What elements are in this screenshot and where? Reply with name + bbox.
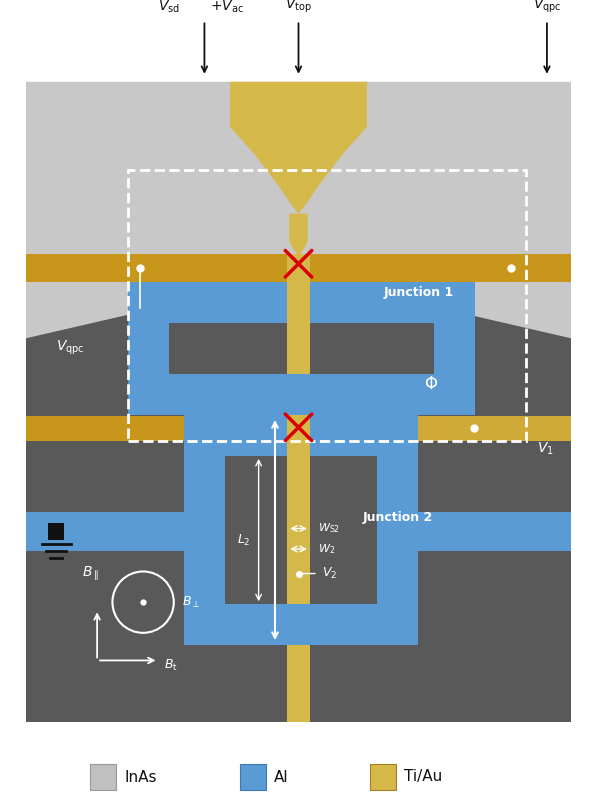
Bar xyxy=(287,456,310,604)
Bar xyxy=(128,170,527,441)
Bar xyxy=(48,523,64,540)
Text: $V_\mathrm{top}$: $V_\mathrm{top}$ xyxy=(285,0,312,15)
Bar xyxy=(370,764,396,790)
Text: $W_\mathrm{S2}$: $W_\mathrm{S2}$ xyxy=(318,522,340,535)
Text: $V_\mathrm{qpc}$: $V_\mathrm{qpc}$ xyxy=(533,0,561,15)
Bar xyxy=(310,415,418,456)
Polygon shape xyxy=(298,82,571,338)
Bar xyxy=(128,282,287,323)
Text: Al: Al xyxy=(274,770,288,785)
Bar xyxy=(418,512,571,551)
Bar xyxy=(287,255,310,722)
Bar xyxy=(225,456,377,604)
Bar xyxy=(26,82,571,722)
Bar xyxy=(128,282,169,415)
Bar xyxy=(26,416,571,441)
Polygon shape xyxy=(26,82,298,338)
Bar xyxy=(418,416,571,441)
Bar xyxy=(26,254,571,282)
Bar xyxy=(287,323,310,374)
Text: $V_1$: $V_1$ xyxy=(537,441,553,457)
Text: Junction 2: Junction 2 xyxy=(363,511,433,524)
Text: $L_2$: $L_2$ xyxy=(237,534,251,548)
Bar xyxy=(169,323,435,374)
Text: Ti/Au: Ti/Au xyxy=(404,770,442,785)
Bar xyxy=(26,512,184,551)
Text: $+ V_\mathrm{ac}$: $+ V_\mathrm{ac}$ xyxy=(210,0,244,15)
Polygon shape xyxy=(230,82,367,214)
Bar xyxy=(287,416,310,441)
Bar xyxy=(240,764,266,790)
Bar xyxy=(184,415,225,645)
Text: $B_\parallel$: $B_\parallel$ xyxy=(82,564,99,582)
Text: Junction 1: Junction 1 xyxy=(383,286,454,299)
Bar xyxy=(184,415,287,456)
Bar xyxy=(377,415,418,645)
Text: InAs: InAs xyxy=(124,770,156,785)
Bar xyxy=(435,282,475,415)
Text: $B_\perp$: $B_\perp$ xyxy=(182,594,200,610)
Text: $\Phi$: $\Phi$ xyxy=(424,376,438,393)
Text: $V_\mathrm{sd}$: $V_\mathrm{sd}$ xyxy=(158,0,180,15)
Polygon shape xyxy=(290,214,307,255)
Bar xyxy=(310,282,475,323)
Bar xyxy=(287,254,310,282)
Text: $V_\mathrm{qpc}$: $V_\mathrm{qpc}$ xyxy=(56,338,85,357)
Text: $B_\mathrm{t}$: $B_\mathrm{t}$ xyxy=(164,658,177,673)
Bar xyxy=(184,604,418,645)
Text: $W_2$: $W_2$ xyxy=(318,542,335,556)
Bar xyxy=(90,764,116,790)
Bar xyxy=(128,374,475,415)
Text: $V_2$: $V_2$ xyxy=(322,566,337,581)
